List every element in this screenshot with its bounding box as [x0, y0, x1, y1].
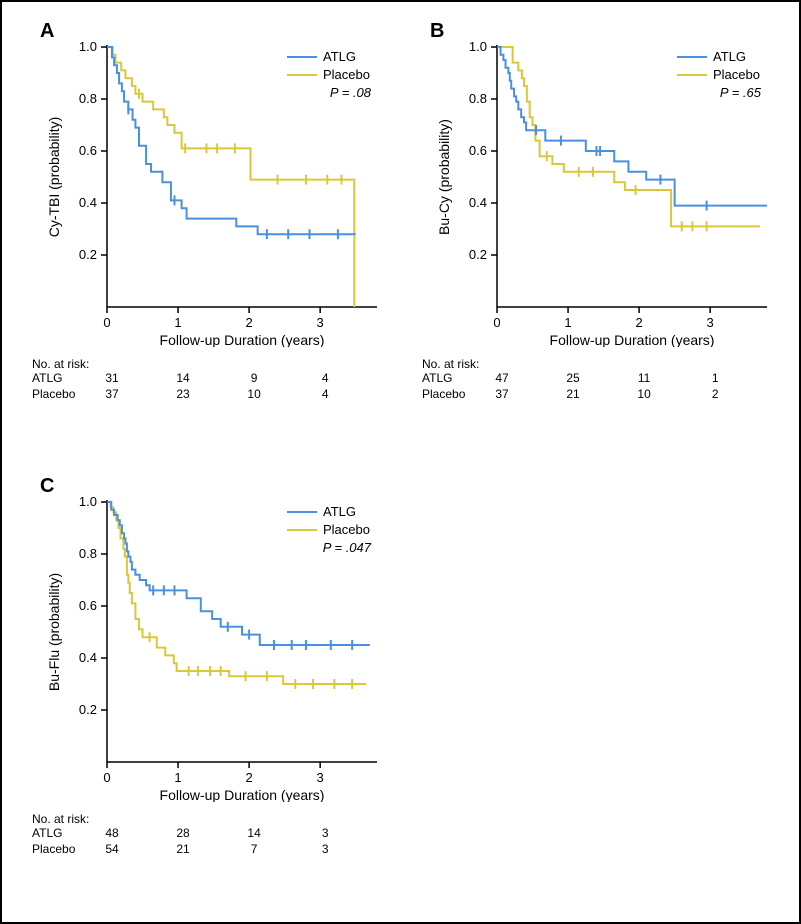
svg-text:Bu-Cy (probability): Bu-Cy (probability) — [436, 119, 452, 235]
svg-text:0.2: 0.2 — [79, 702, 97, 717]
svg-text:1.0: 1.0 — [79, 494, 97, 509]
risk-value: 25 — [558, 371, 588, 385]
svg-text:0.8: 0.8 — [469, 91, 487, 106]
panel-c: 0.2 0.4 0.6 0.8 1.0 0 1 2 3 Follow-up Duration (y… — [32, 472, 382, 802]
risk-value: 2 — [700, 387, 730, 401]
risk-value: 3 — [310, 826, 340, 840]
risk-value: 21 — [168, 842, 198, 856]
risk-value: 10 — [239, 387, 269, 401]
risk-label: Placebo — [422, 387, 465, 401]
svg-text:0.8: 0.8 — [79, 91, 97, 106]
risk-value: 37 — [97, 387, 127, 401]
risk-label: ATLG — [32, 371, 62, 385]
svg-text:0: 0 — [493, 315, 500, 330]
panel-b: 0.2 0.4 0.6 0.8 1.0 0 1 2 3 Follow-up Duration (y… — [422, 17, 772, 347]
svg-text:0.4: 0.4 — [469, 195, 487, 210]
risk-header: No. at risk: — [32, 357, 382, 371]
svg-text:Placebo: Placebo — [323, 67, 370, 82]
svg-text:ATLG: ATLG — [323, 504, 356, 519]
risk-row: ATLG 48 28 14 3 — [32, 826, 382, 842]
svg-text:0.4: 0.4 — [79, 650, 97, 665]
svg-text:Follow-up Duration (years): Follow-up Duration (years) — [160, 787, 325, 802]
svg-text:2: 2 — [635, 315, 642, 330]
svg-text:0.6: 0.6 — [79, 143, 97, 158]
svg-text:0.4: 0.4 — [79, 195, 97, 210]
risk-value: 37 — [487, 387, 517, 401]
risk-value: 31 — [97, 371, 127, 385]
risk-label: ATLG — [422, 371, 452, 385]
panel-a: 0.2 0.4 0.6 0.8 1.0 0 1 2 3 Follow-up Duration (y… — [32, 17, 382, 347]
risk-table-a: No. at risk:ATLG 31 14 9 4 Placebo 37 23 10 4 — [32, 357, 382, 403]
svg-text:Bu-Flu (probability): Bu-Flu (probability) — [46, 573, 62, 691]
svg-text:0.8: 0.8 — [79, 546, 97, 561]
svg-text:3: 3 — [317, 315, 324, 330]
risk-table-c: No. at risk:ATLG 48 28 14 3 Placebo 54 21 7 3 — [32, 812, 382, 858]
svg-text:Follow-up Duration (years): Follow-up Duration (years) — [550, 332, 715, 347]
risk-value: 21 — [558, 387, 588, 401]
svg-text:Placebo: Placebo — [323, 522, 370, 537]
svg-text:P = .047: P = .047 — [323, 540, 372, 555]
svg-text:0.2: 0.2 — [79, 247, 97, 262]
svg-text:0.2: 0.2 — [469, 247, 487, 262]
svg-text:3: 3 — [707, 315, 714, 330]
risk-row: ATLG4725111 — [422, 371, 772, 387]
svg-text:2: 2 — [245, 315, 252, 330]
svg-text:1.0: 1.0 — [79, 39, 97, 54]
svg-text:1: 1 — [564, 315, 571, 330]
risk-header: No. at risk: — [422, 357, 772, 371]
svg-text:1: 1 — [174, 770, 181, 785]
risk-label: ATLG — [32, 826, 62, 840]
svg-text:0.6: 0.6 — [79, 598, 97, 613]
svg-text:Follow-up Duration (years): Follow-up Duration (years) — [160, 332, 325, 347]
risk-header: No. at risk: — [32, 812, 382, 826]
risk-value: 4 — [310, 387, 340, 401]
svg-text:1: 1 — [174, 315, 181, 330]
svg-text:0: 0 — [103, 770, 110, 785]
risk-row: ATLG 31 14 9 4 — [32, 371, 382, 387]
figure-container: A 0.20.40.60.81.00123Follow-up Duration … — [0, 0, 801, 924]
svg-text:2: 2 — [245, 770, 252, 785]
svg-text:0.6: 0.6 — [469, 143, 487, 158]
chart-a: 0.2 0.4 0.6 0.8 1.0 0 1 2 3 Follow-up Duration (y… — [32, 17, 382, 347]
svg-text:Placebo: Placebo — [713, 67, 760, 82]
risk-label: Placebo — [32, 842, 75, 856]
risk-row: Placebo 37 21 10 2 — [422, 387, 772, 403]
chart-c: 0.2 0.4 0.6 0.8 1.0 0 1 2 3 Follow-up Duration (y… — [32, 472, 382, 802]
risk-value: 54 — [97, 842, 127, 856]
risk-table-b: No. at risk:ATLG4725111Placebo3721102 — [422, 357, 772, 403]
svg-text:P = .65: P = .65 — [720, 85, 762, 100]
risk-value: 28 — [168, 826, 198, 840]
svg-text:ATLG: ATLG — [323, 49, 356, 64]
svg-text:3: 3 — [317, 770, 324, 785]
risk-value: 10 — [629, 387, 659, 401]
risk-value: 1 — [700, 371, 730, 385]
risk-value: 23 — [168, 387, 198, 401]
risk-value: 3 — [310, 842, 340, 856]
risk-value: 11 — [629, 371, 659, 385]
svg-text:0: 0 — [103, 315, 110, 330]
svg-text:P = .08: P = .08 — [330, 85, 372, 100]
risk-value: 48 — [97, 826, 127, 840]
risk-row: Placebo 37 23 10 4 — [32, 387, 382, 403]
risk-label: Placebo — [32, 387, 75, 401]
chart-b: 0.2 0.4 0.6 0.8 1.0 0 1 2 3 Follow-up Duration (y… — [422, 17, 772, 347]
risk-value: 4 — [310, 371, 340, 385]
svg-text:ATLG: ATLG — [713, 49, 746, 64]
svg-text:1.0: 1.0 — [469, 39, 487, 54]
svg-text:Cy-TBI (probability): Cy-TBI (probability) — [46, 117, 62, 238]
risk-value: 47 — [487, 371, 517, 385]
risk-row: Placebo 54 21 7 3 — [32, 842, 382, 858]
risk-value: 7 — [239, 842, 269, 856]
risk-value: 9 — [239, 371, 269, 385]
risk-value: 14 — [168, 371, 198, 385]
risk-value: 14 — [239, 826, 269, 840]
